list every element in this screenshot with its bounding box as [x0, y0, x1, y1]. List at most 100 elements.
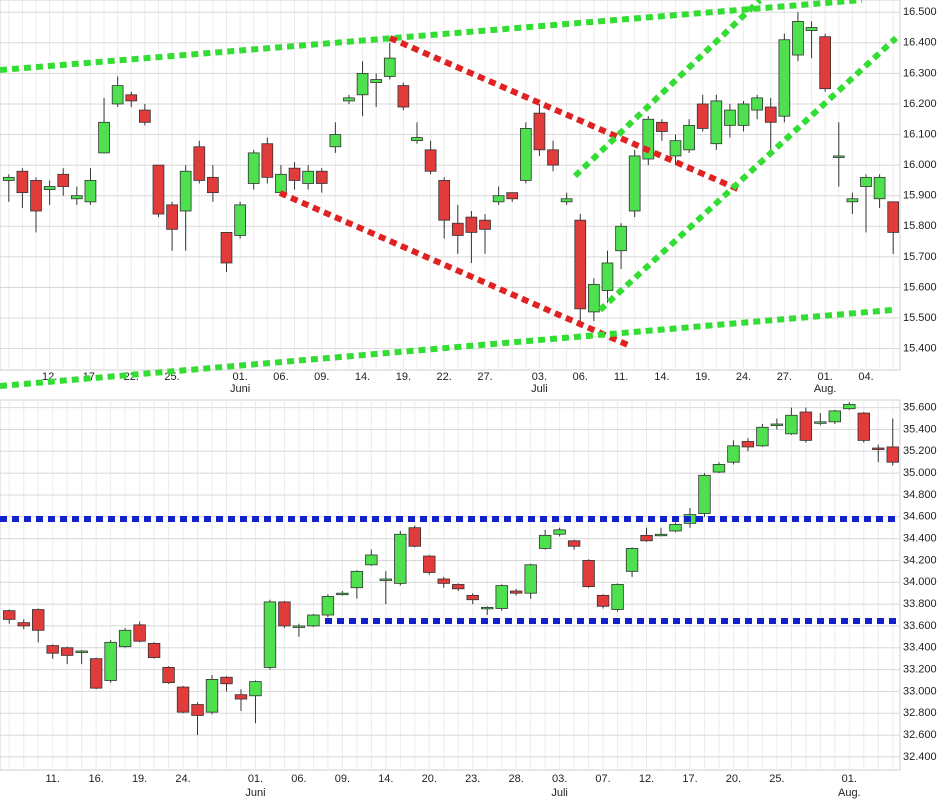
y-tick-label: 15.900: [903, 190, 937, 202]
candle-body: [292, 625, 306, 628]
candle-body: [111, 85, 124, 105]
candle-body: [89, 658, 103, 689]
y-tick-label: 33.600: [903, 620, 937, 632]
candle-body: [727, 445, 740, 463]
candle-body: [785, 414, 798, 435]
candle-body: [207, 176, 219, 194]
x-tick-label: 04.: [858, 371, 873, 383]
trend-line: [278, 190, 630, 348]
trend-line: [0, 0, 863, 73]
candle-body: [336, 592, 349, 596]
candle-body: [538, 534, 552, 549]
x-tick-label: 23.: [465, 773, 480, 785]
candle-body: [873, 176, 886, 200]
candle-body: [394, 533, 407, 584]
y-tick-label: 15.600: [903, 281, 937, 293]
candle-body: [17, 622, 30, 627]
candle-body: [57, 173, 70, 187]
candle-body: [249, 681, 262, 697]
candle-body: [770, 423, 784, 426]
trend-line: [0, 307, 893, 389]
x-tick-label: 24.: [175, 773, 190, 785]
x-tick-label: 03.: [552, 773, 567, 785]
candle-body: [302, 170, 314, 184]
candle-body: [756, 426, 769, 447]
x-tick-label: 19.: [132, 773, 147, 785]
candle-body: [411, 137, 423, 142]
candle-body: [263, 601, 277, 668]
candle-body: [166, 204, 178, 230]
candle-body: [234, 694, 248, 700]
x-month-label: Juni: [245, 787, 265, 799]
candle-body: [843, 403, 856, 410]
candle-body: [46, 645, 59, 654]
candle-body: [481, 606, 494, 610]
candle-body: [438, 180, 451, 221]
candle-body: [424, 149, 437, 172]
candle-body: [654, 533, 668, 537]
candle-body: [247, 152, 260, 184]
x-tick-label: 01.: [818, 371, 833, 383]
x-tick-label: 01.: [232, 371, 247, 383]
candle-body: [43, 186, 56, 190]
trend-lines: [0, 0, 900, 624]
candle-body: [857, 412, 870, 441]
candle-body: [751, 97, 763, 111]
y-tick-label: 33.200: [903, 663, 937, 675]
trend-line: [597, 35, 899, 313]
candle-body: [193, 146, 206, 181]
x-month-label: Juli: [551, 787, 568, 799]
x-tick-label: 06.: [291, 773, 306, 785]
candle-body: [764, 106, 777, 123]
x-tick-label: 20.: [422, 773, 437, 785]
candle-body: [437, 578, 450, 584]
candle-body: [778, 39, 791, 117]
candle-body: [2, 176, 15, 181]
candle-body: [261, 143, 274, 178]
y-tick-label: 35.400: [903, 423, 937, 435]
candle-body: [191, 704, 204, 716]
candle-body: [98, 121, 110, 154]
y-tick-label: 16.400: [903, 37, 937, 49]
candle-body: [179, 170, 192, 212]
plot-background: [0, 399, 901, 771]
candle-body: [275, 173, 287, 194]
x-month-label: Juni: [230, 383, 250, 395]
candle-body: [365, 554, 378, 566]
x-tick-label: 16.: [88, 773, 103, 785]
y-tick-label: 16.300: [903, 67, 937, 79]
x-month-label: Aug.: [814, 383, 837, 395]
x-tick-label: 19.: [695, 371, 710, 383]
candle-body: [656, 121, 668, 132]
candle-body: [683, 124, 695, 151]
x-tick-label: 25.: [769, 773, 784, 785]
candle-body: [698, 474, 711, 514]
x-tick-label: 06.: [273, 371, 288, 383]
candle-body: [696, 103, 709, 129]
candle-body: [220, 676, 233, 685]
candle-body: [60, 647, 74, 656]
y-tick-label: 15.800: [903, 220, 937, 232]
candle-body: [288, 167, 301, 181]
candle-body: [176, 686, 190, 713]
x-tick-label: 28.: [509, 773, 524, 785]
candle-body: [104, 641, 117, 681]
candle-body: [220, 231, 233, 264]
y-tick-label: 33.800: [903, 598, 937, 610]
candle-body: [408, 527, 421, 547]
y-tick-label: 15.700: [903, 251, 937, 263]
x-tick-label: 12.: [639, 773, 654, 785]
x-tick-label: 27.: [777, 371, 792, 383]
candle-body: [118, 629, 132, 648]
candle-body: [479, 219, 491, 230]
x-tick-label: 20.: [726, 773, 741, 785]
candle-body: [669, 524, 682, 532]
x-tick-label: 06.: [573, 371, 588, 383]
y-tick-label: 15.400: [903, 343, 937, 355]
candle-body: [84, 180, 97, 203]
y-tick-label: 16.200: [903, 98, 937, 110]
candle-body: [832, 155, 845, 158]
candle-body: [278, 601, 291, 627]
